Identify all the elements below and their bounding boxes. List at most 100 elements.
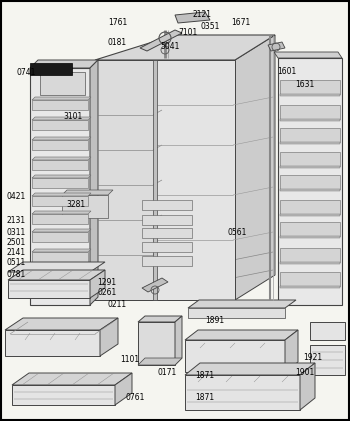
Polygon shape (32, 214, 88, 224)
Polygon shape (280, 119, 340, 121)
Polygon shape (280, 175, 340, 189)
Polygon shape (155, 60, 235, 300)
Polygon shape (95, 60, 235, 300)
Text: 2121: 2121 (193, 10, 212, 19)
Polygon shape (300, 363, 315, 410)
Text: 0311: 0311 (6, 228, 25, 237)
Polygon shape (115, 373, 132, 405)
Polygon shape (185, 375, 300, 410)
Polygon shape (310, 345, 345, 375)
Polygon shape (32, 97, 91, 100)
Polygon shape (90, 270, 105, 298)
Polygon shape (280, 94, 340, 96)
Text: 0741: 0741 (16, 68, 35, 77)
Polygon shape (5, 330, 100, 356)
Polygon shape (62, 195, 108, 218)
Polygon shape (32, 229, 91, 232)
Polygon shape (280, 105, 340, 119)
Polygon shape (138, 322, 175, 365)
Polygon shape (235, 35, 275, 300)
Text: 0421: 0421 (6, 192, 25, 201)
Polygon shape (280, 152, 340, 166)
Polygon shape (142, 228, 192, 238)
Polygon shape (12, 385, 115, 405)
Polygon shape (278, 58, 342, 305)
Polygon shape (185, 363, 315, 375)
Polygon shape (30, 60, 98, 68)
Polygon shape (280, 189, 340, 191)
Polygon shape (280, 128, 340, 142)
Polygon shape (280, 236, 340, 238)
Polygon shape (95, 35, 275, 60)
Polygon shape (100, 318, 118, 356)
Polygon shape (32, 193, 91, 196)
Text: 0261: 0261 (97, 288, 116, 297)
Polygon shape (188, 308, 285, 318)
Text: 7101: 7101 (178, 28, 197, 37)
Text: 3101: 3101 (63, 112, 82, 121)
Polygon shape (185, 340, 285, 372)
Polygon shape (280, 80, 340, 94)
Polygon shape (268, 42, 285, 51)
Polygon shape (142, 278, 168, 292)
Polygon shape (138, 358, 182, 365)
Polygon shape (8, 280, 90, 298)
Polygon shape (142, 215, 192, 225)
Polygon shape (188, 300, 296, 308)
Text: 2141: 2141 (6, 248, 25, 257)
Polygon shape (310, 322, 345, 340)
Polygon shape (32, 100, 88, 110)
Polygon shape (280, 248, 340, 262)
Bar (30, 63, 72, 75)
Polygon shape (280, 166, 340, 168)
Polygon shape (32, 160, 88, 170)
Polygon shape (32, 140, 88, 150)
Text: 1101: 1101 (120, 355, 139, 364)
Polygon shape (280, 272, 340, 286)
Polygon shape (280, 262, 340, 264)
Text: 1291: 1291 (97, 278, 116, 287)
Polygon shape (95, 60, 155, 300)
Polygon shape (175, 316, 182, 365)
Text: 0781: 0781 (6, 270, 25, 279)
Polygon shape (32, 269, 91, 272)
Polygon shape (30, 68, 90, 305)
Text: 0351: 0351 (201, 22, 220, 31)
Text: 1891: 1891 (205, 316, 224, 325)
Polygon shape (8, 262, 105, 272)
Text: 1671: 1671 (231, 18, 250, 27)
Polygon shape (32, 232, 88, 242)
Polygon shape (5, 318, 118, 330)
Polygon shape (32, 178, 88, 188)
Polygon shape (32, 137, 91, 140)
Polygon shape (138, 316, 182, 322)
Polygon shape (280, 286, 340, 288)
Text: 2501: 2501 (6, 238, 25, 247)
Text: 0561: 0561 (228, 228, 247, 237)
Polygon shape (32, 272, 88, 282)
Bar (153, 60, 157, 300)
Polygon shape (175, 12, 210, 23)
Text: 0181: 0181 (107, 38, 126, 47)
Polygon shape (142, 256, 192, 266)
Polygon shape (142, 200, 192, 210)
Polygon shape (32, 211, 91, 214)
Text: 0511: 0511 (6, 258, 25, 267)
Polygon shape (32, 175, 91, 178)
Text: 1871: 1871 (195, 371, 214, 380)
Polygon shape (285, 330, 298, 372)
Text: 1871: 1871 (195, 393, 214, 402)
Polygon shape (12, 373, 132, 385)
Polygon shape (280, 142, 340, 144)
Text: 2131: 2131 (6, 216, 25, 225)
Polygon shape (280, 222, 340, 236)
Polygon shape (8, 270, 105, 280)
Text: 1631: 1631 (295, 80, 314, 89)
Polygon shape (140, 30, 182, 51)
Text: 0211: 0211 (108, 300, 127, 309)
Text: 1921: 1921 (303, 353, 322, 362)
Text: 0761: 0761 (126, 393, 145, 402)
Polygon shape (274, 52, 342, 58)
Polygon shape (280, 200, 340, 214)
Text: 1901: 1901 (295, 368, 314, 377)
